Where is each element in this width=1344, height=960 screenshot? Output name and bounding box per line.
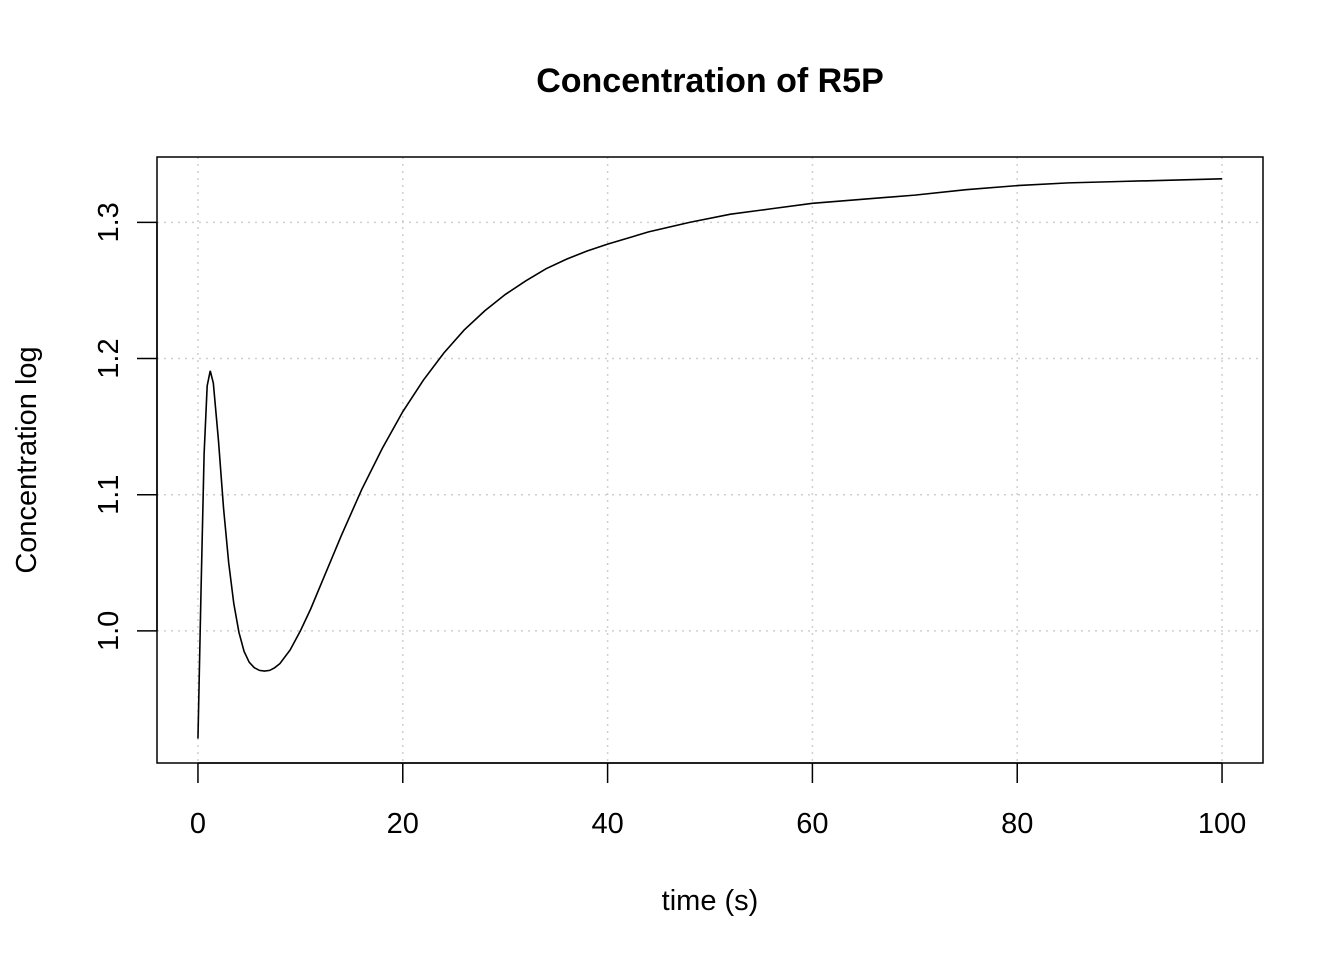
y-tick-label-3: 1.3: [93, 202, 125, 242]
y-tick-label-0: 1.0: [93, 611, 125, 651]
x-axis: 0 20 40 60 80 100: [190, 762, 1246, 840]
y-axis: 1.0 1.1 1.2 1.3: [93, 202, 158, 651]
x-tick-label-5: 100: [1198, 808, 1246, 840]
x-tick-label-1: 20: [387, 808, 419, 840]
y-tick-label-2: 1.2: [93, 338, 125, 378]
chart-title: Concentration of R5P: [536, 62, 884, 100]
x-tick-label-2: 40: [591, 808, 623, 840]
series-line-0: [197, 177, 1223, 739]
y-axis-label: Concentration log: [11, 346, 43, 573]
plot-frame: [156, 156, 1264, 764]
series-layer: [197, 177, 1223, 739]
x-tick-label-0: 0: [190, 808, 206, 840]
x-axis-label: time (s): [662, 885, 759, 917]
y-tick-label-1: 1.1: [93, 475, 125, 515]
x-tick-label-4: 80: [1001, 808, 1033, 840]
x-tick-label-3: 60: [796, 808, 828, 840]
grid: [157, 157, 1263, 763]
